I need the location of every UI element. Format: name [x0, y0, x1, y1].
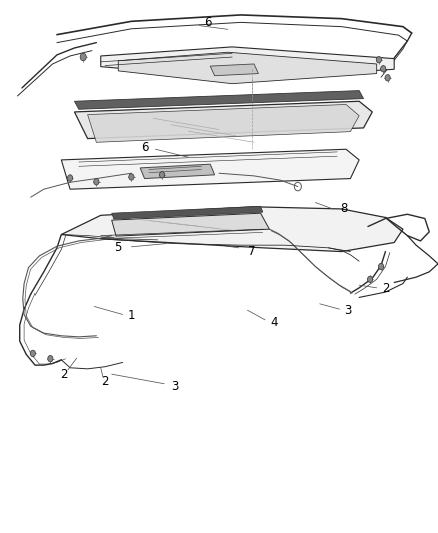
Text: 6: 6: [141, 141, 148, 154]
Circle shape: [159, 172, 165, 178]
Text: 4: 4: [270, 316, 278, 329]
Circle shape: [129, 174, 134, 180]
Text: 2: 2: [101, 375, 109, 387]
Circle shape: [376, 56, 381, 63]
Circle shape: [94, 179, 99, 185]
Circle shape: [48, 356, 53, 362]
Circle shape: [385, 75, 390, 81]
Text: 5: 5: [115, 241, 122, 254]
Text: 2: 2: [60, 368, 67, 381]
Polygon shape: [112, 213, 269, 236]
Polygon shape: [210, 64, 258, 76]
Circle shape: [378, 263, 384, 270]
Polygon shape: [61, 207, 403, 252]
Text: 6: 6: [204, 16, 212, 29]
Circle shape: [80, 53, 86, 61]
Polygon shape: [74, 101, 372, 139]
Polygon shape: [101, 47, 394, 79]
Text: 3: 3: [172, 380, 179, 393]
Circle shape: [367, 276, 373, 282]
Polygon shape: [140, 164, 215, 179]
Text: 1: 1: [127, 309, 135, 322]
Circle shape: [30, 350, 35, 357]
Circle shape: [67, 175, 73, 181]
Polygon shape: [118, 52, 377, 84]
Text: 8: 8: [340, 203, 347, 215]
Text: 3: 3: [345, 304, 352, 317]
Polygon shape: [61, 149, 359, 189]
Text: 7: 7: [248, 245, 256, 258]
Polygon shape: [112, 206, 263, 219]
Polygon shape: [88, 104, 359, 142]
Polygon shape: [74, 91, 364, 109]
Text: 2: 2: [381, 282, 389, 295]
Circle shape: [381, 66, 386, 72]
